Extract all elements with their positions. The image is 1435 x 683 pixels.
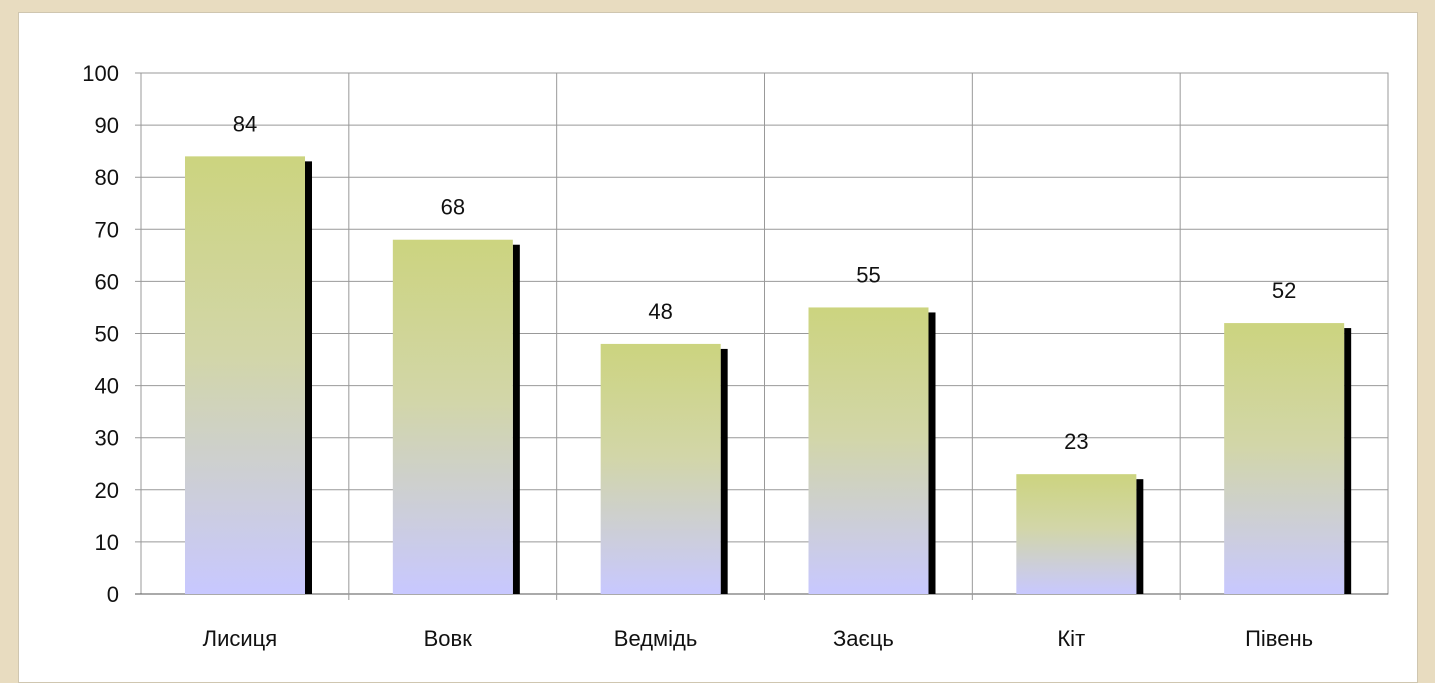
- y-tick-label: 40: [95, 374, 119, 399]
- bar-shadow: [1136, 479, 1144, 594]
- y-axis-ticks: 0 10 20 30 40 50 60 70 80 90 100: [82, 61, 119, 607]
- data-label: 68: [441, 195, 465, 220]
- x-category-label: Півень: [1245, 626, 1313, 651]
- y-tick-label: 90: [95, 113, 119, 138]
- data-labels: 84 68 48 55 23 52: [233, 111, 1297, 454]
- bar-shadow: [305, 161, 312, 595]
- data-label: 52: [1272, 278, 1296, 303]
- y-tick-label: 60: [95, 269, 119, 294]
- bar: [392, 239, 513, 594]
- grid-lines: [135, 72, 1389, 600]
- x-category-label: Заєць: [833, 626, 894, 651]
- x-category-label: Ведмідь: [614, 626, 698, 651]
- data-label: 84: [233, 111, 257, 136]
- bar: [808, 307, 929, 594]
- data-label: 55: [856, 262, 880, 287]
- x-category-label: Вовк: [424, 626, 473, 651]
- bar-shadow: [1344, 328, 1352, 594]
- bar-shadow: [928, 312, 936, 594]
- y-tick-label: 100: [82, 61, 119, 86]
- y-tick-label: 80: [95, 165, 119, 190]
- x-category-label: Кіт: [1057, 626, 1085, 651]
- bar-shadow: [720, 348, 728, 594]
- bars: [185, 156, 1352, 595]
- x-axis-categories: Лисиця Вовк Ведмідь Заєць Кіт Півень: [203, 626, 1313, 651]
- y-tick-label: 0: [107, 582, 119, 607]
- data-label: 23: [1064, 429, 1088, 454]
- x-category-label: Лисиця: [203, 626, 278, 651]
- y-tick-label: 70: [95, 217, 119, 242]
- y-tick-label: 30: [95, 426, 119, 451]
- data-label: 48: [648, 299, 672, 324]
- y-tick-label: 10: [95, 530, 119, 555]
- bar: [1224, 323, 1345, 594]
- y-tick-label: 50: [95, 322, 119, 347]
- bar-shadow: [512, 244, 520, 594]
- y-tick-label: 20: [95, 478, 119, 503]
- bar: [1016, 474, 1137, 594]
- bar: [185, 156, 305, 595]
- bar: [600, 343, 721, 594]
